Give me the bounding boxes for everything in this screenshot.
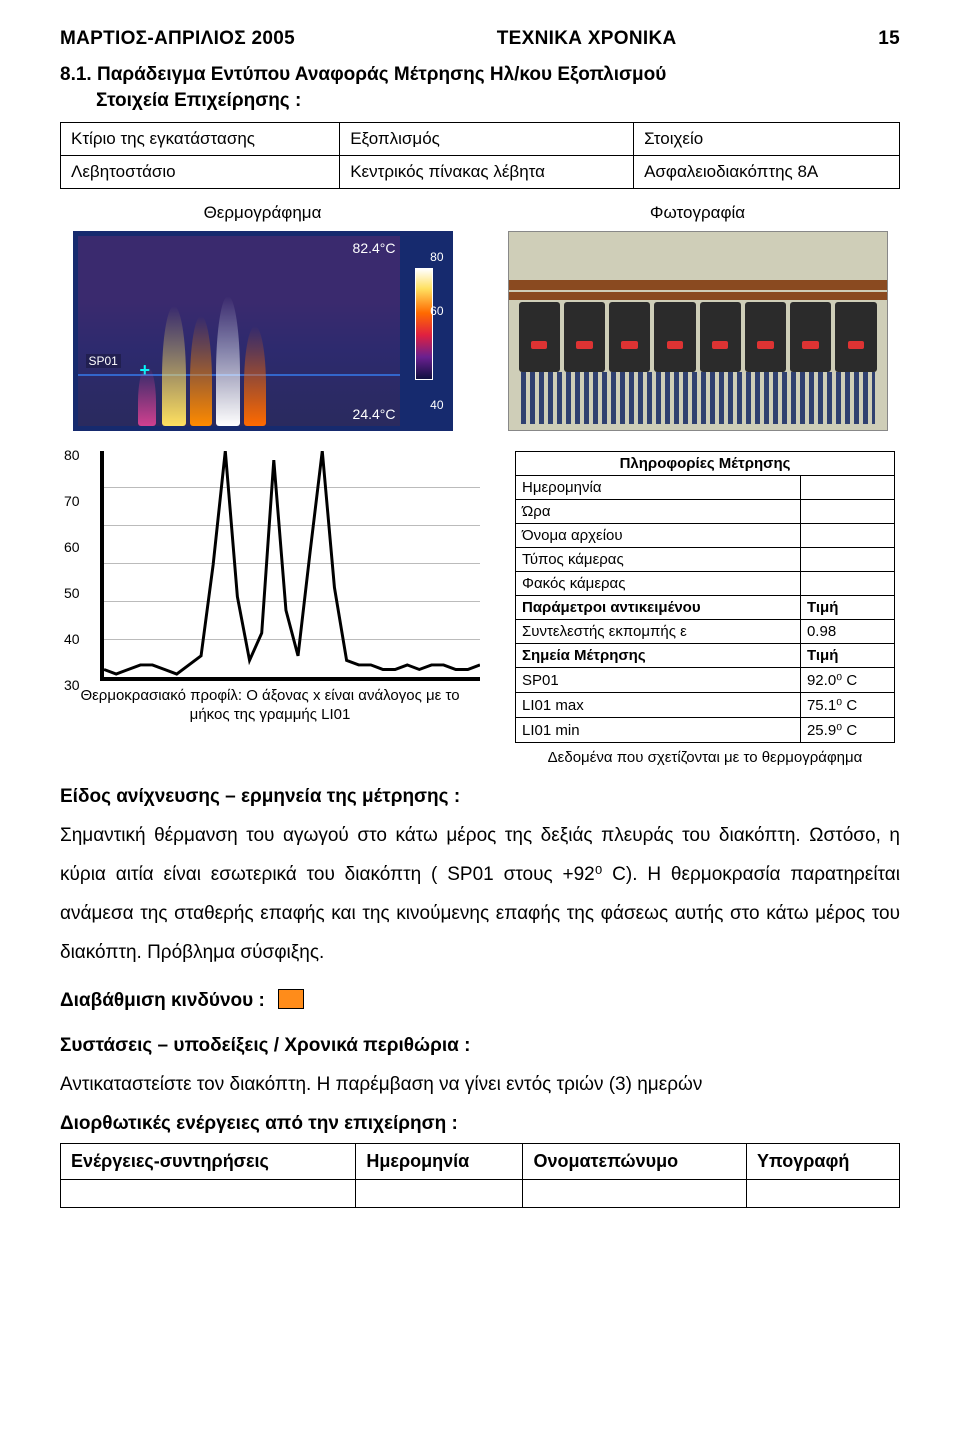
interpretation-heading: Είδος ανίχνευσης – ερμηνεία της μέτρησης… <box>60 778 900 817</box>
meas-cell: Φακός κάμερας <box>516 572 801 596</box>
photo-busbar <box>509 292 887 300</box>
actions-col-1: Ημερομηνία <box>356 1144 523 1180</box>
section-subtitle: Στοιχεία Επιχείρησης : <box>96 90 900 112</box>
meas-cell <box>800 572 894 596</box>
thermal-colorbar: 80 60 40 <box>400 236 448 426</box>
runhead-right: 15 <box>878 28 900 50</box>
measurement-note: Δεδομένα που σχετίζονται με το θερμογράφ… <box>548 749 863 768</box>
meas-cell: Τύπος κάμερας <box>516 548 801 572</box>
meas-cell: 92.0⁰ C <box>800 668 894 693</box>
profile-line <box>104 451 480 679</box>
runhead-left: ΜΑΡΤΙΟΣ-ΑΠΡΙΛΙΟΣ 2005 <box>60 28 295 50</box>
meas-cell: Ώρα <box>516 500 801 524</box>
temperature-profile-chart: 304050607080 <box>100 451 480 681</box>
company-col-equip: Εξοπλισμός <box>340 123 634 156</box>
profile-caption: Θερμοκρασιακό προφίλ: Ο άξονας x είναι α… <box>60 687 480 725</box>
equipment-photo <box>508 231 888 431</box>
colorbar-tick: 80 <box>430 250 443 264</box>
recommendations-text: Αντικαταστείστε τον διακόπτη. Η παρέμβασ… <box>60 1074 702 1095</box>
interpretation-text: Σημαντική θέρμανση του αγωγού στο κάτω μ… <box>60 825 900 963</box>
meas-cell: 0.98 <box>800 620 894 644</box>
thermogram-image: 82.4°C SP01 + 24.4°C 80 60 40 <box>73 231 453 431</box>
profile-ytick: 30 <box>64 677 80 693</box>
thermal-flame <box>190 316 212 426</box>
photo-breakers-row <box>519 302 877 372</box>
company-col-building: Κτίριο της εγκατάστασης <box>61 123 340 156</box>
thermal-flame <box>244 326 266 426</box>
meas-cell: Συντελεστής εκπομπής ε <box>516 620 801 644</box>
profile-ytick: 70 <box>64 493 80 509</box>
meas-cell: Πληροφορίες Μέτρησης <box>516 452 895 476</box>
meas-cell: Τιμή <box>800 644 894 668</box>
photo-breaker <box>700 302 741 372</box>
meas-cell: Παράμετροι αντικειμένου <box>516 596 801 620</box>
company-val-building: Λεβητοστάσιο <box>61 156 340 189</box>
meas-cell: Σημεία Μέτρησης <box>516 644 801 668</box>
thermogram-caption: Θερμογράφημα <box>204 203 322 223</box>
profile-ytick: 50 <box>64 585 80 601</box>
meas-cell: LI01 max <box>516 693 801 718</box>
photo-wires <box>521 372 875 424</box>
photo-breaker <box>564 302 605 372</box>
actions-col-0: Ενέργειες-συντηρήσεις <box>61 1144 356 1180</box>
thermal-sp01-label: SP01 <box>86 354 121 368</box>
actions-col-3: Υπογραφή <box>746 1144 899 1180</box>
company-info-table: Κτίριο της εγκατάστασης Εξοπλισμός Στοιχ… <box>60 122 900 189</box>
risk-color-box <box>278 989 304 1009</box>
actions-heading: Διορθωτικές ενέργειες από την επιχείρηση… <box>60 1113 900 1135</box>
recommendations-heading: Συστάσεις – υποδείξεις / Χρονικά περιθώρ… <box>60 1027 900 1066</box>
photo-breaker <box>519 302 560 372</box>
profile-ytick: 40 <box>64 631 80 647</box>
company-val-element: Ασφαλειοδιακόπτης 8Α <box>634 156 900 189</box>
thermal-flame <box>138 366 156 426</box>
thermal-flame <box>216 296 240 426</box>
colorbar-tick: 40 <box>430 398 443 412</box>
meas-cell: LI01 min <box>516 718 801 743</box>
risk-label: Διαβάθμιση κινδύνου : <box>60 990 265 1011</box>
company-val-equip: Κεντρικός πίνακας λέβητα <box>340 156 634 189</box>
thermal-temp-top: 82.4°C <box>353 240 396 256</box>
meas-cell: 75.1⁰ C <box>800 693 894 718</box>
meas-cell <box>800 548 894 572</box>
colorbar-tick: 60 <box>430 304 443 318</box>
company-col-element: Στοιχείο <box>634 123 900 156</box>
meas-cell: Όνομα αρχείου <box>516 524 801 548</box>
colorbar-gradient <box>415 268 433 380</box>
photo-breaker <box>790 302 831 372</box>
actions-col-2: Ονοματεπώνυμο <box>523 1144 747 1180</box>
photo-busbar <box>509 280 887 290</box>
meas-cell: Ημερομηνία <box>516 476 801 500</box>
runhead-center: ΤΕΧΝΙΚΑ ΧΡΟΝΙΚΑ <box>497 28 677 50</box>
thermal-temp-bottom: 24.4°C <box>353 406 396 422</box>
meas-cell <box>800 524 894 548</box>
corrective-actions-table: Ενέργειες-συντηρήσεις Ημερομηνία Ονοματε… <box>60 1143 900 1208</box>
meas-cell: 25.9⁰ C <box>800 718 894 743</box>
meas-cell <box>800 500 894 524</box>
photo-breaker <box>835 302 876 372</box>
photo-breaker <box>745 302 786 372</box>
measurement-info-table: Πληροφορίες ΜέτρησηςΗμερομηνίαΏραΌνομα α… <box>515 451 895 743</box>
photo-breaker <box>609 302 650 372</box>
photo-caption: Φωτογραφία <box>650 203 745 223</box>
profile-ytick: 60 <box>64 539 80 555</box>
section-title: 8.1. Παράδειγμα Εντύπου Αναφοράς Μέτρηση… <box>60 64 900 86</box>
meas-cell <box>800 476 894 500</box>
meas-cell: SP01 <box>516 668 801 693</box>
running-header: ΜΑΡΤΙΟΣ-ΑΠΡΙΛΙΟΣ 2005 ΤΕΧΝΙΚΑ ΧΡΟΝΙΚΑ 15 <box>60 28 900 50</box>
profile-ytick: 80 <box>64 447 80 463</box>
meas-cell: Τιμή <box>800 596 894 620</box>
thermal-flame <box>162 306 186 426</box>
photo-breaker <box>654 302 695 372</box>
